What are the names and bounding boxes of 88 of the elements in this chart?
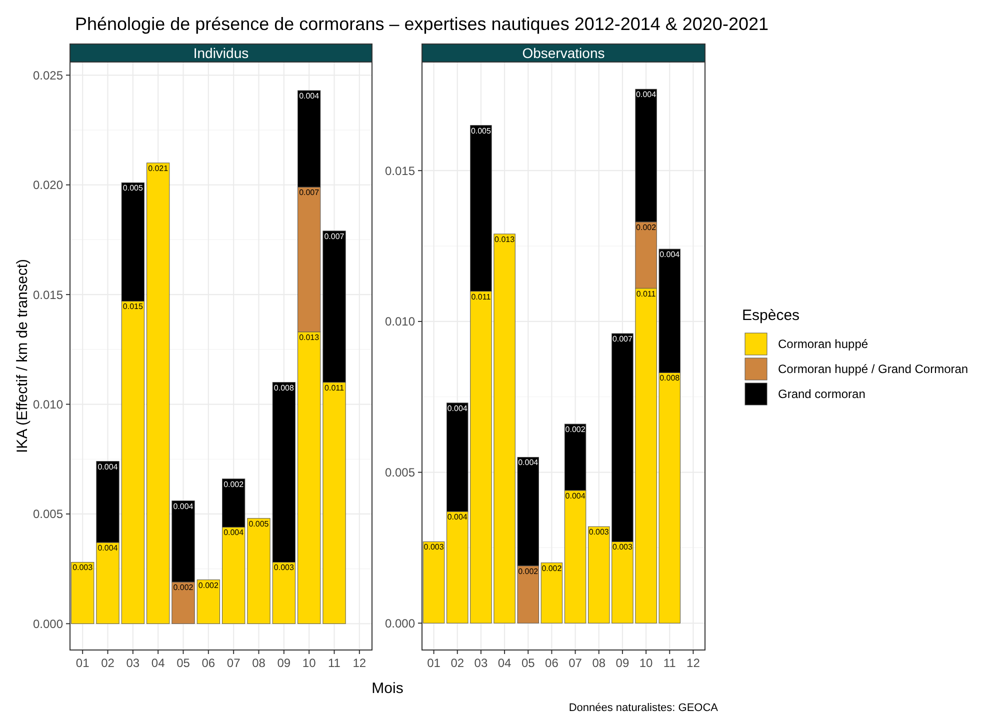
x-tick-label: 04 bbox=[151, 656, 166, 670]
y-tick-label: 0.000 bbox=[384, 616, 416, 630]
data-label: 0.003 bbox=[274, 563, 294, 572]
x-tick-label: 12 bbox=[352, 656, 366, 670]
data-label: 0.002 bbox=[224, 480, 244, 489]
data-label: 0.004 bbox=[98, 462, 118, 472]
x-axis-title: Mois bbox=[372, 680, 404, 697]
data-label: 0.002 bbox=[565, 425, 586, 434]
x-tick-label: 09 bbox=[277, 656, 291, 670]
data-label: 0.004 bbox=[565, 491, 586, 500]
data-label: 0.013 bbox=[494, 234, 516, 244]
x-tick-label: 05 bbox=[521, 656, 536, 670]
x-tick-label: 09 bbox=[616, 656, 630, 670]
x-tick-label: 07 bbox=[568, 656, 582, 670]
data-label: 0.003 bbox=[588, 528, 610, 537]
legend-title: Espèces bbox=[742, 307, 800, 324]
bar bbox=[146, 162, 170, 624]
x-tick-label: 10 bbox=[302, 656, 316, 670]
bar bbox=[540, 562, 563, 624]
x-tick-label: 01 bbox=[76, 656, 90, 670]
x-tick-label: 08 bbox=[592, 656, 606, 670]
data-label: 0.004 bbox=[518, 458, 539, 468]
x-tick-label: 04 bbox=[498, 656, 512, 670]
x-tick-label: 01 bbox=[427, 656, 441, 670]
data-label: 0.005 bbox=[248, 519, 270, 528]
x-tick-label: 10 bbox=[639, 656, 654, 670]
data-label: 0.003 bbox=[612, 542, 634, 552]
data-label: 0.013 bbox=[299, 332, 320, 342]
data-label: 0.004 bbox=[98, 543, 118, 552]
data-label: 0.002 bbox=[518, 566, 539, 576]
x-tick-label: 12 bbox=[686, 656, 700, 670]
data-label: 0.007 bbox=[299, 188, 320, 198]
bar bbox=[422, 541, 445, 624]
data-label: 0.007 bbox=[612, 334, 634, 344]
y-tick-label: 0.010 bbox=[32, 397, 64, 412]
data-label: 0.004 bbox=[636, 90, 657, 100]
data-label: 0.005 bbox=[122, 184, 144, 193]
y-tick-label: 0.025 bbox=[32, 68, 64, 82]
bar bbox=[247, 518, 270, 624]
x-tick-label: 03 bbox=[474, 656, 488, 670]
data-label: 0.004 bbox=[299, 92, 320, 101]
x-tick-label: 06 bbox=[545, 656, 559, 670]
y-tick-label: 0.015 bbox=[32, 288, 64, 302]
data-label: 0.004 bbox=[224, 528, 244, 538]
data-label: 0.002 bbox=[198, 580, 219, 590]
data-label: 0.011 bbox=[471, 292, 492, 302]
x-tick-label: 11 bbox=[663, 656, 676, 670]
data-label: 0.011 bbox=[324, 383, 345, 392]
legend-label: Grand cormoran bbox=[778, 387, 866, 402]
x-tick-label: 02 bbox=[101, 656, 115, 670]
y-tick-label: 0.000 bbox=[32, 616, 64, 631]
x-tick-label: 11 bbox=[328, 656, 341, 670]
x-tick-label: 05 bbox=[176, 656, 190, 670]
data-label: 0.011 bbox=[636, 289, 656, 298]
y-tick-label: 0.005 bbox=[32, 507, 64, 522]
data-label: 0.007 bbox=[324, 232, 345, 241]
legend-label: Cormoran huppé bbox=[778, 337, 868, 352]
y-axis-title: IKA (Effectif / km de transect) bbox=[14, 259, 31, 453]
x-tick-label: 02 bbox=[450, 656, 464, 670]
data-label: 0.008 bbox=[660, 374, 680, 383]
data-label: 0.008 bbox=[274, 383, 294, 392]
data-label: 0.002 bbox=[636, 222, 657, 232]
text: Données naturalistes: GEOCA bbox=[568, 702, 719, 714]
x-tick-label: 03 bbox=[126, 656, 140, 670]
bar bbox=[71, 562, 94, 624]
data-label: 0.004 bbox=[447, 512, 468, 522]
x-tick-label: 08 bbox=[252, 656, 266, 670]
data-label: 0.021 bbox=[148, 164, 169, 173]
data-label: 0.004 bbox=[173, 502, 194, 511]
y-tick-label: 0.020 bbox=[32, 178, 64, 192]
x-tick-label: 06 bbox=[202, 656, 216, 670]
data-label: 0.004 bbox=[447, 404, 468, 413]
text: Phénologie de présence de cormorans – expertises nautiques 2012-2014 & 2020-2021 bbox=[75, 14, 768, 34]
x-tick-label: 07 bbox=[226, 656, 241, 670]
data-label: 0.002 bbox=[173, 582, 194, 592]
legend-label: Cormoran huppé / Grand Cormoran bbox=[778, 362, 968, 376]
bar bbox=[196, 580, 220, 624]
chart-subtitle: Observations bbox=[522, 45, 605, 61]
data-label: 0.004 bbox=[660, 250, 680, 260]
y-tick-label: 0.010 bbox=[384, 314, 416, 329]
data-label: 0.015 bbox=[122, 302, 144, 312]
data-label: 0.005 bbox=[470, 126, 492, 136]
y-tick-label: 0.005 bbox=[384, 466, 416, 480]
data-label: 0.003 bbox=[424, 542, 444, 552]
data-label: 0.003 bbox=[72, 563, 94, 572]
y-tick-label: 0.015 bbox=[384, 164, 416, 178]
data-label: 0.002 bbox=[542, 564, 562, 573]
chart-subtitle: Individus bbox=[193, 45, 249, 61]
